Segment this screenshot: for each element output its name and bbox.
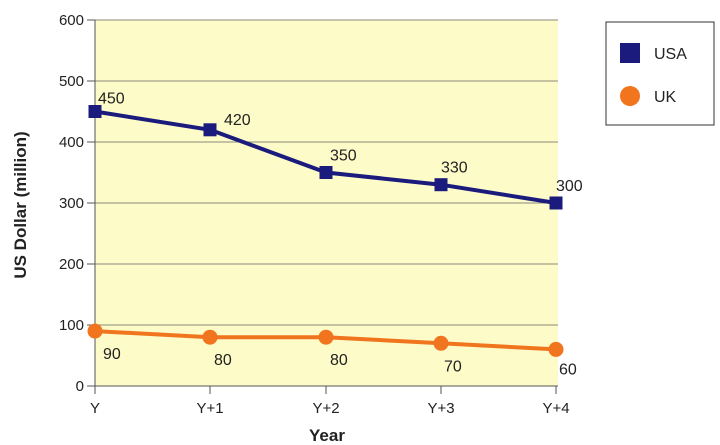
data-label-uk: 80 [330,352,348,369]
data-label-usa: 420 [224,112,251,129]
y-tick-label: 200 [59,256,84,273]
y-tick-label: 300 [59,195,84,212]
y-tick-label: 500 [59,73,84,90]
data-point-usa [88,105,102,118]
legend-label-uk: UK [654,89,677,106]
data-point-uk [202,329,218,345]
y-tick-label: 400 [59,134,84,151]
series-layer: 450 420 350 330 300 90 80 80 70 60 [87,91,583,378]
x-tick-label: Y+4 [542,400,569,417]
x-tick-label: Y [90,400,100,417]
data-label-uk: 90 [103,346,121,363]
y-tick-label: 0 [76,378,84,395]
legend-label-usa: USA [654,46,687,63]
data-label-usa: 300 [556,178,583,195]
plot-area [95,19,558,386]
data-point-usa [434,178,448,192]
data-point-uk [318,329,334,345]
x-tick-label: Y+2 [312,400,339,417]
legend: USA UK [605,21,715,126]
y-tick-label: 600 [59,12,84,29]
data-point-uk [87,323,103,339]
data-point-usa [319,166,333,179]
data-label-uk: 70 [444,358,462,375]
axes: 0 100 200 300 400 500 600 Y Y+1 Y+2 Y+3 Y+4 [59,12,570,417]
x-tick-label: Y+1 [196,400,223,417]
data-label-uk: 60 [559,361,577,378]
data-point-usa [549,196,563,210]
legend-marker-uk [620,86,640,106]
data-point-uk [548,341,564,357]
data-label-usa: 450 [98,91,125,108]
legend-marker-usa [620,43,640,63]
data-point-uk [433,335,449,351]
data-label-usa: 330 [441,160,468,177]
y-axis-title: US Dollar (million) [11,131,30,278]
legend-box [605,21,715,126]
y-tick-label: 100 [59,317,84,334]
data-point-usa [203,123,217,137]
x-tick-label: Y+3 [427,400,454,417]
data-label-uk: 80 [214,352,232,369]
x-axis-title: Year [309,426,345,445]
data-label-usa: 350 [330,148,357,165]
